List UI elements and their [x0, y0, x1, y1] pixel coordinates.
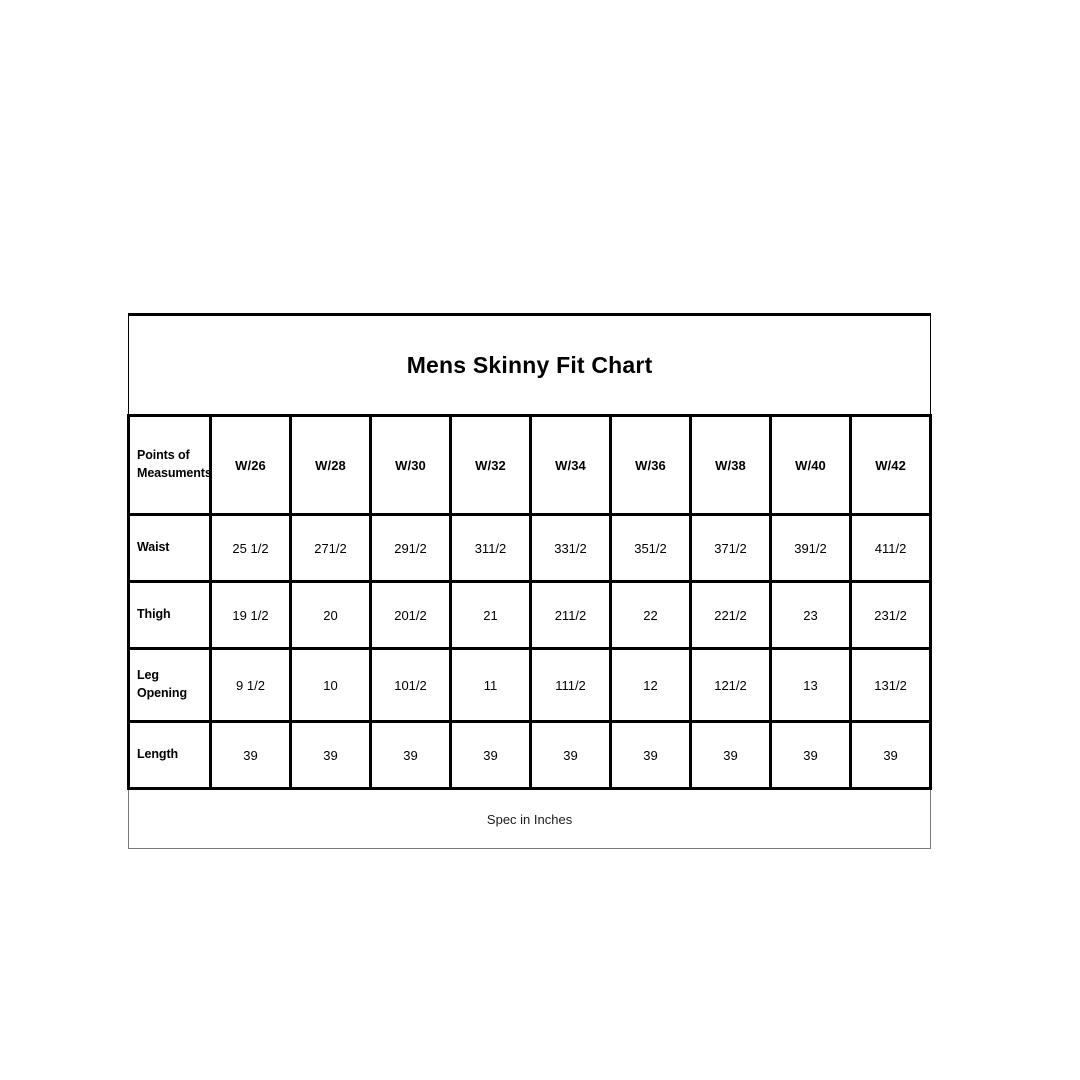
thigh-w42: 231/2 — [848, 580, 933, 650]
thigh-w40: 23 — [769, 580, 852, 650]
size-header-w40: W/40 — [769, 414, 852, 516]
size-header-w34: W/34 — [529, 414, 612, 516]
size-header-w30: W/30 — [369, 414, 452, 516]
waist-w40: 391/2 — [769, 513, 852, 583]
title-row: Mens Skinny Fit Chart — [127, 313, 932, 417]
size-header-row: Points of Measuments W/26 W/28 W/30 W/32… — [127, 414, 933, 516]
leg-opening-w32: 11 — [449, 647, 532, 723]
table-row: Length 39 39 39 39 39 39 39 39 39 — [127, 720, 933, 790]
spec-units-note: Spec in Inches — [127, 788, 932, 849]
size-header-w26: W/26 — [209, 414, 292, 516]
table-row: Leg Opening 9 1/2 10 101/2 11 111/2 12 1… — [127, 647, 933, 723]
table-row: Waist 25 1/2 271/2 291/2 311/2 331/2 351… — [127, 513, 933, 583]
length-w40: 39 — [769, 720, 852, 790]
thigh-w30: 201/2 — [369, 580, 452, 650]
length-w36: 39 — [609, 720, 692, 790]
thigh-w34: 211/2 — [529, 580, 612, 650]
row-label-waist: Waist — [127, 513, 212, 583]
waist-w28: 271/2 — [289, 513, 372, 583]
leg-opening-w42: 131/2 — [848, 647, 933, 723]
mens-skinny-fit-size-table: Mens Skinny Fit Chart Points of Measumen… — [127, 313, 933, 849]
length-w30: 39 — [369, 720, 452, 790]
length-w38: 39 — [689, 720, 772, 790]
thigh-w26: 19 1/2 — [209, 580, 292, 650]
waist-w36: 351/2 — [609, 513, 692, 583]
length-w28: 39 — [289, 720, 372, 790]
row-label-leg-opening: Leg Opening — [127, 647, 212, 723]
leg-opening-w30: 101/2 — [369, 647, 452, 723]
thigh-w32: 21 — [449, 580, 532, 650]
points-of-measurements-header: Points of Measuments — [127, 414, 212, 516]
waist-w38: 371/2 — [689, 513, 772, 583]
leg-opening-w38: 121/2 — [689, 647, 772, 723]
row-label-thigh: Thigh — [127, 580, 212, 650]
leg-opening-w28: 10 — [289, 647, 372, 723]
waist-w42: 411/2 — [848, 513, 933, 583]
length-w34: 39 — [529, 720, 612, 790]
size-header-w32: W/32 — [449, 414, 532, 516]
size-header-w38: W/38 — [689, 414, 772, 516]
leg-opening-w36: 12 — [609, 647, 692, 723]
waist-w32: 311/2 — [449, 513, 532, 583]
waist-w34: 331/2 — [529, 513, 612, 583]
row-label-length: Length — [127, 720, 212, 790]
table-row: Thigh 19 1/2 20 201/2 21 211/2 22 221/2 … — [127, 580, 933, 650]
leg-opening-w40: 13 — [769, 647, 852, 723]
size-chart-container: Mens Skinny Fit Chart Points of Measumen… — [127, 313, 933, 849]
leg-opening-w26: 9 1/2 — [209, 647, 292, 723]
leg-opening-w34: 111/2 — [529, 647, 612, 723]
length-w26: 39 — [209, 720, 292, 790]
length-w42: 39 — [848, 720, 933, 790]
thigh-w36: 22 — [609, 580, 692, 650]
thigh-w38: 221/2 — [689, 580, 772, 650]
thigh-w28: 20 — [289, 580, 372, 650]
chart-title: Mens Skinny Fit Chart — [127, 313, 932, 417]
footer-row: Spec in Inches — [127, 788, 932, 849]
waist-w26: 25 1/2 — [209, 513, 292, 583]
length-w32: 39 — [449, 720, 532, 790]
waist-w30: 291/2 — [369, 513, 452, 583]
size-header-w42: W/42 — [848, 414, 933, 516]
size-header-w36: W/36 — [609, 414, 692, 516]
size-header-w28: W/28 — [289, 414, 372, 516]
